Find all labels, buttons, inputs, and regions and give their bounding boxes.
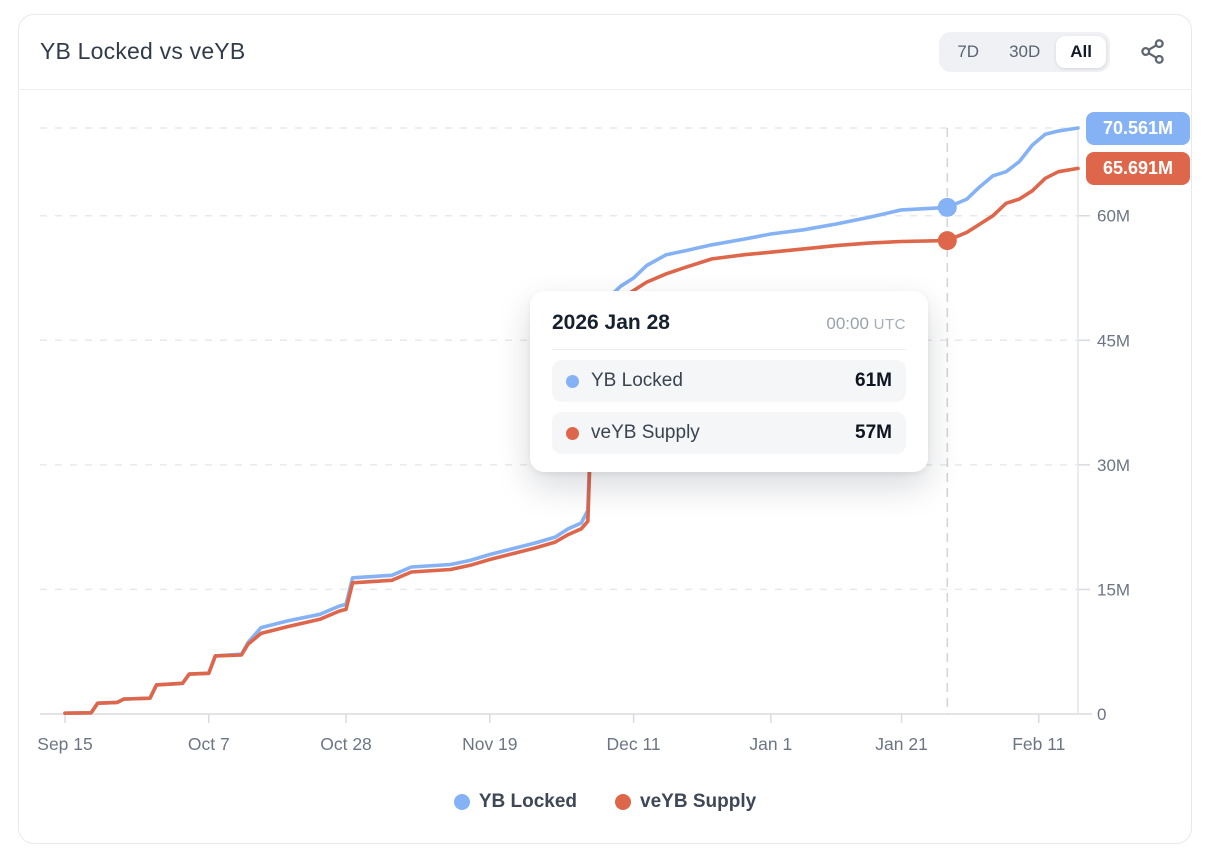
tooltip-time: 00:00 UTC	[826, 314, 906, 333]
veyb-supply-legend-dot-icon	[615, 794, 632, 810]
yb-locked-legend-dot-icon	[453, 794, 470, 810]
tooltip-row-veyb-supply: veYB Supply 57M	[552, 412, 906, 454]
y-axis-label: 60M	[1097, 207, 1130, 226]
range-button-30d[interactable]: 30D	[995, 36, 1054, 68]
chart-header: YB Locked vs veYB 7D 30D All	[18, 14, 1192, 90]
chart-legend: YB Locked veYB Supply	[18, 782, 1192, 822]
tooltip-series-label: veYB Supply	[591, 422, 700, 443]
time-range-selector: 7D 30D All	[939, 31, 1110, 72]
y-axis-label: 30M	[1097, 456, 1130, 475]
yb-locked-series-dot-icon	[566, 374, 579, 388]
x-axis-label: Jan 1	[749, 734, 792, 754]
tooltip-series-value: 61M	[855, 370, 892, 391]
legend-item-veyb-supply[interactable]: veYB Supply	[615, 791, 756, 813]
tooltip-series-value: 57M	[855, 422, 892, 443]
range-button-all[interactable]: All	[1056, 35, 1106, 68]
range-button-7d[interactable]: 7D	[943, 36, 993, 68]
tooltip-timezone: UTC	[873, 316, 906, 333]
veyb-supply-series-dot-icon	[566, 426, 579, 440]
x-axis-label: Dec 11	[607, 734, 661, 754]
tooltip-header: 2026 Jan 28 00:00 UTC	[552, 311, 906, 335]
y-axis-label: 15M	[1097, 580, 1130, 599]
tooltip-series-label: YB Locked	[591, 370, 683, 391]
tooltip-date: 2026 Jan 28	[552, 311, 670, 334]
crosshair-dot-yb-locked	[937, 197, 957, 217]
x-axis-label: Oct 28	[320, 734, 372, 754]
x-axis-label: Oct 7	[188, 734, 230, 754]
share-icon[interactable]	[1136, 36, 1168, 68]
chart-tooltip: 2026 Jan 28 00:00 UTC YB Locked 61M veYB…	[530, 291, 928, 472]
latest-value-badge-veyb-supply: 65.691M	[1086, 151, 1190, 185]
x-axis-label: Sep 15	[37, 734, 92, 754]
y-axis-label: 0	[1097, 705, 1106, 724]
latest-value-badge-yb-locked: 70.561M	[1086, 111, 1190, 145]
crosshair-dot-veyb-supply	[937, 231, 957, 251]
tooltip-row-yb-locked: YB Locked 61M	[552, 360, 906, 402]
y-axis-label: 45M	[1097, 331, 1130, 350]
legend-label: veYB Supply	[640, 791, 757, 812]
legend-label: YB Locked	[478, 791, 578, 812]
legend-item-yb-locked[interactable]: YB Locked	[453, 791, 578, 813]
tooltip-divider	[552, 349, 906, 350]
header-controls: 7D 30D All	[939, 31, 1168, 72]
x-axis-label: Nov 19	[462, 734, 517, 754]
page-title: YB Locked vs veYB	[40, 38, 246, 64]
x-axis-label: Jan 21	[875, 734, 928, 754]
x-axis-label: Feb 11	[1012, 734, 1065, 754]
